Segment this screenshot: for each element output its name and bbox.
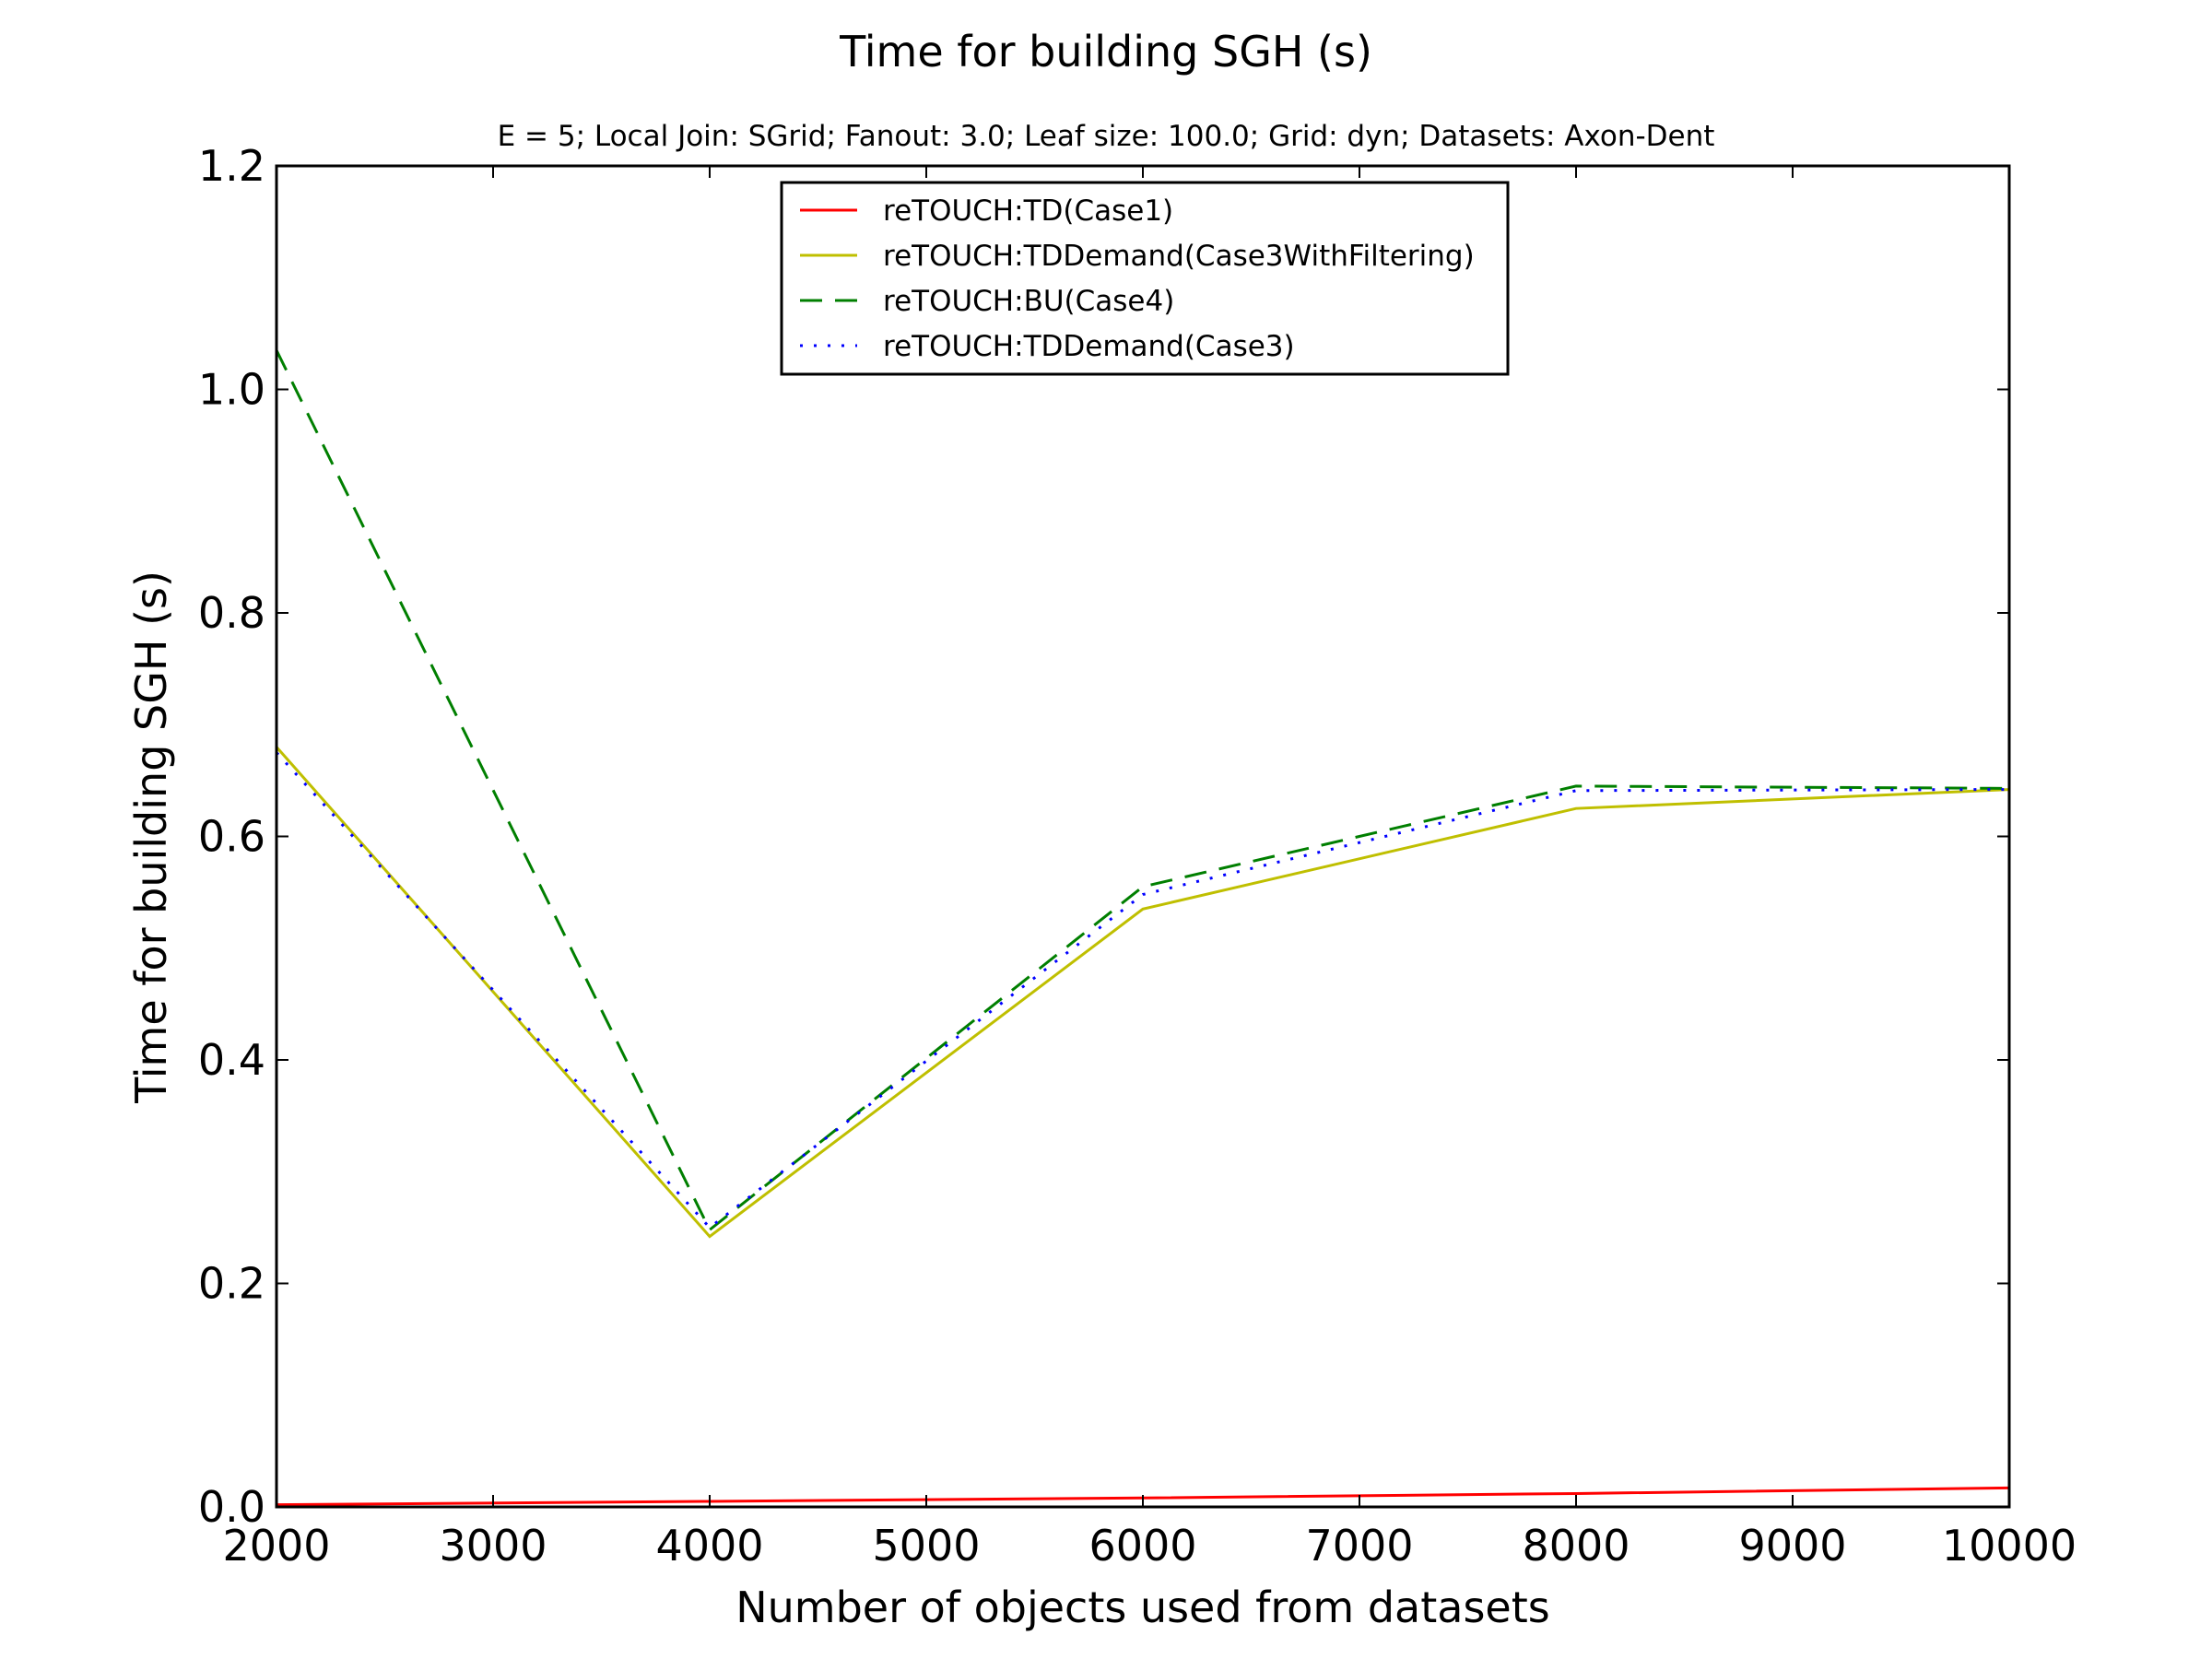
legend-label-retouch-tddemand-case3: reTOUCH:TDDemand(Case3) xyxy=(883,330,1295,363)
x-tick-label-9000: 9000 xyxy=(1738,1521,1846,1571)
plot-frame xyxy=(275,164,2011,1509)
x-tick-label-2000: 2000 xyxy=(222,1521,330,1571)
series-line-retouch-bu-case4 xyxy=(275,349,2010,1232)
legend-label-retouch-td-case1: reTOUCH:TD(Case1) xyxy=(883,194,1173,228)
series-layer xyxy=(275,349,2010,1507)
chart-subtitle: E = 5; Local Join: SGrid; Fanout: 3.0; L… xyxy=(498,120,1715,153)
y-axis-label: Time for building SGH (s) xyxy=(126,571,176,1104)
legend-items: reTOUCH:TD(Case1) reTOUCH:TDDemand(Case3W… xyxy=(800,194,1475,363)
series-line-retouch-tddemand-case3 xyxy=(275,751,2010,1230)
legend-label-retouch-bu-case4: reTOUCH:BU(Case4) xyxy=(883,285,1174,318)
x-tick-label-4000: 4000 xyxy=(655,1521,763,1571)
y-tick-label-1.2: 1.2 xyxy=(198,141,265,191)
y-tick-label-0.4: 0.4 xyxy=(198,1035,265,1085)
chart-title: Time for building SGH (s) xyxy=(839,27,1372,76)
y-tick-label-1.0: 1.0 xyxy=(198,365,265,415)
y-tick-label-0.0: 0.0 xyxy=(198,1482,265,1532)
x-axis-label: Number of objects used from datasets xyxy=(735,1583,1550,1632)
y-tick-label-0.2: 0.2 xyxy=(198,1259,265,1309)
x-tick-label-8000: 8000 xyxy=(1522,1521,1630,1571)
x-tick-label-10000: 10000 xyxy=(1942,1521,2077,1571)
x-tick-label-6000: 6000 xyxy=(1088,1521,1196,1571)
x-tick-label-5000: 5000 xyxy=(872,1521,980,1571)
ticks-layer: 2000 3000 4000 5000 6000 7000 8000 9000 10000 0.0… xyxy=(198,141,2077,1571)
series-line-retouch-tddemand-case3withfiltering xyxy=(275,746,2010,1239)
legend-label-retouch-tddemand-case3withfiltering: reTOUCH:TDDemand(Case3WithFiltering) xyxy=(883,240,1475,273)
x-tick-label-3000: 3000 xyxy=(439,1521,547,1571)
y-tick-label-0.6: 0.6 xyxy=(198,812,265,862)
legend: reTOUCH:TD(Case1) reTOUCH:TDDemand(Case3W… xyxy=(780,181,1510,376)
legend-box xyxy=(780,181,1510,376)
y-tick-label-0.8: 0.8 xyxy=(198,588,265,638)
x-tick-label-7000: 7000 xyxy=(1305,1521,1413,1571)
